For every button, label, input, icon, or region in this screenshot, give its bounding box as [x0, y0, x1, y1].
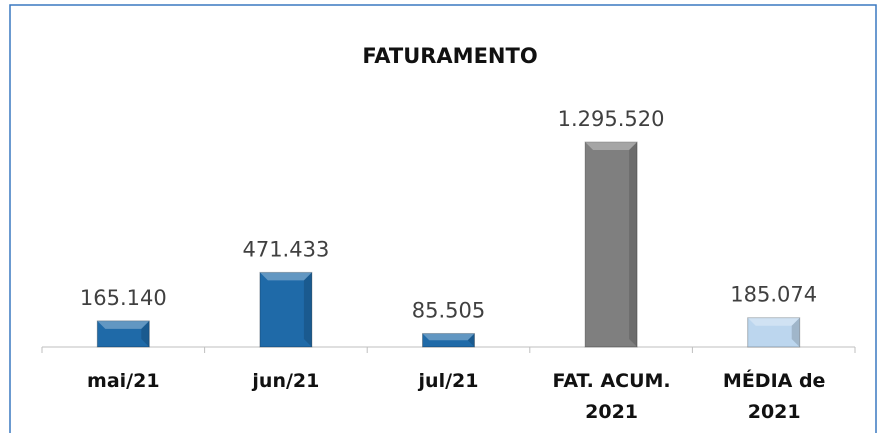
bar-bevel [97, 320, 150, 329]
bar [96, 320, 150, 348]
bar-bevel [259, 272, 312, 281]
x-tick-label: FAT. ACUM. 2021 [552, 370, 671, 423]
bar [747, 317, 801, 348]
x-tick-label: mai/21 [87, 370, 160, 392]
bar-bevel [629, 142, 638, 347]
bar-bevel [467, 333, 475, 347]
x-tick-label: jun/21 [252, 370, 320, 392]
x-tick-label: jul/21 [418, 370, 479, 392]
chart-border [9, 4, 877, 433]
bar-bevel [791, 317, 800, 347]
x-tick-label: MÉDIA de 2021 [722, 370, 826, 423]
bar-bevel [747, 317, 800, 326]
bar-bevel [141, 320, 150, 347]
bar-bevel [303, 272, 312, 347]
bar [422, 332, 475, 348]
data-label: 185.074 [730, 283, 817, 307]
bar-bevel [422, 333, 475, 341]
data-label: 471.433 [242, 237, 329, 261]
data-label: 165.140 [80, 286, 167, 310]
data-label: 1.295.520 [558, 107, 665, 131]
bar-bevel [585, 142, 638, 150]
bar [584, 141, 638, 348]
chart-title: FATURAMENTO [362, 44, 537, 68]
bar [259, 271, 313, 348]
data-label: 85.505 [412, 298, 485, 322]
